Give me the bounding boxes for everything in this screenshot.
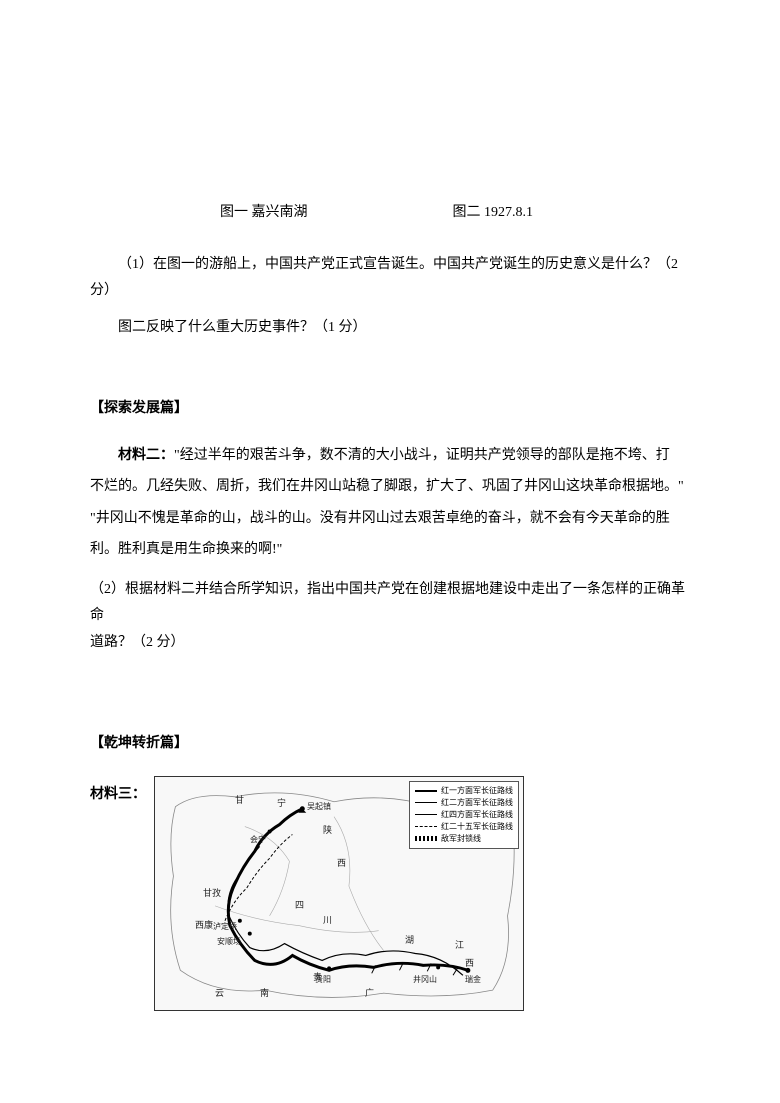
huining-dot bbox=[268, 829, 272, 833]
material-2-line-1: 材料二："经过半年的艰苦斗争，数不清的大小战斗，证明共产党领导的部队是拖不垮、打 bbox=[90, 441, 690, 470]
material-2-line-2: 不烂的。几经失败、周折，我们在井冈山站稳了脚跟，扩大了、巩固了井冈山这块革命根据… bbox=[90, 472, 690, 501]
place-ludingqiao: 泸定桥 bbox=[213, 919, 237, 934]
province-border-2 bbox=[334, 817, 384, 951]
legend-line-thin-icon bbox=[415, 802, 437, 803]
material-2-line-3: "井冈山不愧是革命的山，战斗的山。没有井冈山过去艰苦卓绝的奋斗，就不会有今天革命… bbox=[90, 504, 690, 533]
legend-text-1: 红一方面军长征路线 bbox=[441, 785, 513, 797]
legend-text-4: 红二十五军长征路线 bbox=[441, 821, 513, 833]
label-jiang: 江 bbox=[455, 937, 464, 954]
section-3-heading: 【乾坤转折篇】 bbox=[90, 731, 690, 758]
label-gan: 甘 bbox=[235, 792, 244, 809]
label-shan: 陕 bbox=[323, 822, 332, 839]
guiyang-dot bbox=[327, 966, 331, 970]
legend-item-1: 红一方面军长征路线 bbox=[415, 785, 513, 797]
material-2-label: 材料二： bbox=[118, 448, 174, 463]
anshun-dot bbox=[248, 932, 252, 936]
question-1-line-1: （1）在图一的游船上，中国共产党正式宣告诞生。中国共产党诞生的历史意义是什么？（… bbox=[90, 252, 690, 305]
question-2: （2）根据材料二并结合所学知识，指出中国共产党在创建根据地建设中走出了一条怎样的… bbox=[90, 577, 690, 657]
label-ning: 宁 bbox=[277, 795, 286, 812]
legend-text-2: 红二方面军长征路线 bbox=[441, 797, 513, 809]
label-nan: 南 bbox=[260, 985, 269, 1002]
place-guiyang: 贵阳 bbox=[315, 972, 331, 987]
material-3-label: 材料三： bbox=[90, 776, 146, 809]
label-xikang: 西康 bbox=[195, 917, 213, 934]
legend-text-5: 敌军封锁线 bbox=[441, 833, 481, 845]
long-march-map: 甘 宁 陕 西 四 川 贵 云 南 湖 江 西 广 甘孜 西康 吴起镇 会宁 泸… bbox=[154, 776, 524, 1011]
label-yun: 云 bbox=[215, 985, 224, 1002]
label-ganzi: 甘孜 bbox=[203, 885, 221, 902]
figure-2-label: 图二 1927.8.1 bbox=[453, 200, 534, 227]
luding-dot bbox=[238, 919, 242, 923]
legend-line-block-icon bbox=[415, 836, 437, 841]
legend-item-3: 红四方面军长征路线 bbox=[415, 809, 513, 821]
material-3-row: 材料三： 甘 宁 陕 西 四 川 贵 云 南 湖 江 bbox=[90, 776, 690, 1011]
legend-line-dashed-icon bbox=[415, 826, 437, 827]
label-hu: 湖 bbox=[405, 932, 414, 949]
legend-text-3: 红四方面军长征路线 bbox=[441, 809, 513, 821]
material-2-line-4: 利。胜利真是用生命换来的啊!" bbox=[90, 535, 690, 564]
question-2-line-2: 道路？（2 分） bbox=[90, 630, 690, 657]
label-xi: 西 bbox=[337, 855, 346, 872]
place-huining: 会宁 bbox=[250, 832, 266, 847]
map-legend: 红一方面军长征路线 红二方面军长征路线 红四方面军长征路线 红二十五军长征路线 … bbox=[409, 781, 519, 849]
wuqi-dot bbox=[300, 806, 305, 811]
label-xi2: 西 bbox=[465, 955, 474, 972]
section-2-heading: 【探索发展篇】 bbox=[90, 396, 690, 423]
legend-item-2: 红二方面军长征路线 bbox=[415, 797, 513, 809]
legend-line-thick-icon bbox=[415, 790, 437, 792]
label-chuan: 川 bbox=[323, 912, 332, 929]
label-guang: 广 bbox=[365, 985, 374, 1002]
legend-item-5: 敌军封锁线 bbox=[415, 833, 513, 845]
question-1-line-2: 图二反映了什么重大历史事件？（1 分） bbox=[90, 315, 690, 342]
legend-line-thin2-icon bbox=[415, 814, 437, 815]
place-ruijin: 瑞金 bbox=[465, 972, 481, 987]
place-jinggangshan: 井冈山 bbox=[413, 972, 437, 987]
jinggangshan-dot bbox=[436, 965, 440, 969]
place-wuqi: 吴起镇 bbox=[307, 799, 331, 814]
place-anshunchang: 安顺场 bbox=[217, 934, 241, 949]
material-2-text-1: "经过半年的艰苦斗争，数不清的大小战斗，证明共产党领导的部队是拖不垮、打 bbox=[174, 448, 670, 463]
legend-item-4: 红二十五军长征路线 bbox=[415, 821, 513, 833]
question-2-line-1: （2）根据材料二并结合所学知识，指出中国共产党在创建根据地建设中走出了一条怎样的… bbox=[90, 577, 690, 630]
figure-labels-row: 图一 嘉兴南湖 图二 1927.8.1 bbox=[90, 200, 690, 227]
label-si: 四 bbox=[295, 897, 304, 914]
figure-1-label: 图一 嘉兴南湖 bbox=[220, 200, 308, 227]
